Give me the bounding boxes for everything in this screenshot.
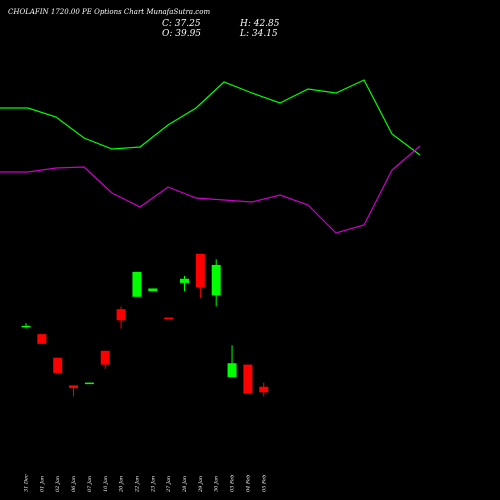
candle-body — [164, 317, 174, 320]
candle-body — [180, 278, 189, 283]
candle-body — [100, 350, 110, 365]
candle-body — [195, 253, 205, 288]
candle-body — [132, 271, 142, 297]
candle-body — [227, 363, 237, 378]
indicator-lines — [0, 79, 421, 234]
candle-body — [84, 382, 94, 385]
candle-body — [259, 386, 269, 393]
x-tick-label: 04 Feb — [245, 475, 251, 492]
x-tick-label: 31 Dec — [24, 474, 30, 492]
candle-body — [243, 364, 253, 394]
x-tick-label: 02 Jan — [55, 476, 61, 492]
indicator-line-1 — [0, 145, 421, 234]
candle-body — [211, 264, 221, 296]
candle-body — [116, 309, 126, 321]
x-tick-label: 06 Jan — [71, 476, 77, 492]
x-tick-label: 29 Jan — [198, 476, 204, 493]
candle-body — [53, 357, 63, 373]
x-tick-label: 28 Jan — [182, 476, 188, 493]
x-tick-labels: 31 Dec 01 Jan 02 Jan 06 Jan 07 Jan 10 Jan 20 J… — [24, 474, 268, 493]
x-tick-label: 03 Feb — [230, 475, 236, 492]
x-tick-label: 05 Feb — [261, 475, 267, 492]
x-tick-label: 22 Jan — [134, 476, 140, 493]
candle-body — [69, 385, 79, 389]
x-tick-label: 30 Jan — [214, 476, 220, 492]
x-tick-label: 10 Jan — [103, 476, 109, 492]
high-value: H: 42.85 — [240, 19, 280, 29]
x-tick-label: 01 Jan — [39, 476, 45, 492]
candle-body — [21, 325, 31, 328]
x-tick-label: 20 Jan — [119, 476, 125, 493]
close-value: C: 37.25 — [162, 19, 201, 29]
open-value: O: 39.95 — [162, 29, 202, 39]
candles — [21, 253, 269, 397]
x-tick-label: 23 Jan — [150, 476, 156, 493]
low-value: L: 34.15 — [240, 29, 278, 39]
x-tick-label: 27 Jan — [166, 476, 172, 493]
candle-body — [37, 334, 47, 344]
indicator-line-0 — [0, 79, 421, 156]
x-tick-label: 07 Jan — [87, 476, 93, 492]
candle-body — [148, 288, 158, 292]
chart-title: CHOLAFIN 1720.00 PE Options Chart Munafa… — [8, 8, 211, 16]
